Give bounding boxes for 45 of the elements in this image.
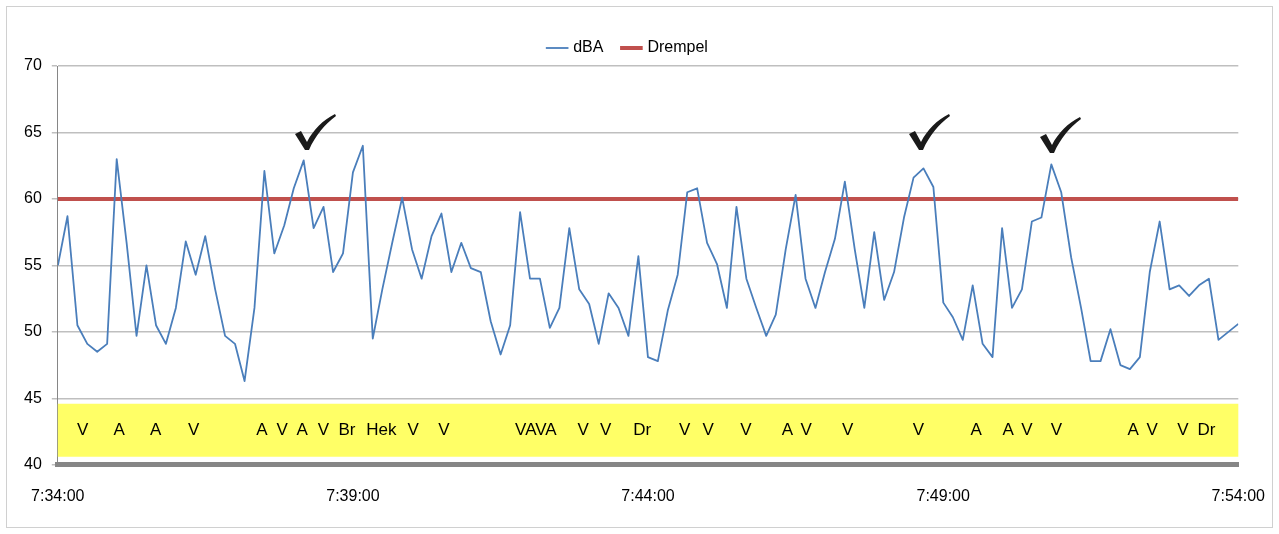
annotation: V xyxy=(912,419,925,439)
y-tick-label: 40 xyxy=(24,455,42,473)
x-tick-label: 7:39:00 xyxy=(326,486,380,504)
annotation: A xyxy=(113,419,126,439)
annotation: A xyxy=(781,419,794,439)
x-tick-label: 7:44:00 xyxy=(621,486,675,504)
annotation: V xyxy=(407,419,420,439)
annotation: A xyxy=(256,419,269,439)
annotation: A xyxy=(296,419,309,439)
y-tick-label: 70 xyxy=(24,56,42,74)
annotation: A xyxy=(150,419,163,439)
y-tick-label: 45 xyxy=(24,388,42,406)
annotation: A xyxy=(970,419,983,439)
annotation: VAVA xyxy=(515,419,558,439)
y-tick-label: 65 xyxy=(24,122,42,140)
annotation: V xyxy=(740,419,753,439)
annotation: Br xyxy=(338,419,356,439)
annotation: V xyxy=(678,419,691,439)
annotation: V xyxy=(438,419,451,439)
legend-label: Drempel xyxy=(647,38,708,56)
x-tick-label: 7:54:00 xyxy=(1211,486,1266,504)
annotation: V xyxy=(800,419,813,439)
x-tick-label: 7:49:00 xyxy=(916,486,970,504)
annotation: V xyxy=(599,419,612,439)
annotation: Hek xyxy=(366,419,397,439)
annotation: Dr xyxy=(1197,419,1216,439)
annotation: V xyxy=(1050,419,1063,439)
annotation: V xyxy=(276,419,289,439)
y-tick-label: 50 xyxy=(24,322,42,340)
annotation: V xyxy=(702,419,715,439)
x-tick-label: 7:34:00 xyxy=(31,486,85,504)
annotation: V xyxy=(76,419,89,439)
annotation: V xyxy=(317,419,330,439)
annotation: V xyxy=(1177,419,1190,439)
y-tick-label: 60 xyxy=(24,189,42,207)
annotation: Dr xyxy=(633,419,652,439)
annotation: V xyxy=(841,419,854,439)
annotation: V xyxy=(1021,419,1034,439)
annotation: V xyxy=(187,419,200,439)
annotation: V xyxy=(1146,419,1159,439)
annotation: A xyxy=(1002,419,1015,439)
legend-label: dBA xyxy=(573,38,604,56)
annotation: A xyxy=(1127,419,1140,439)
annotation: V xyxy=(577,419,590,439)
y-tick-label: 55 xyxy=(24,255,42,273)
